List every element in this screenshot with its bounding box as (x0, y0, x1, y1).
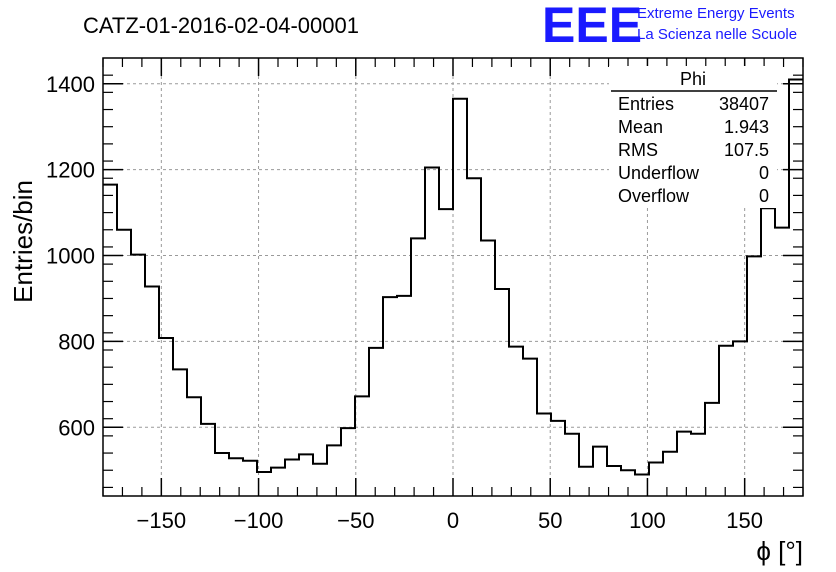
x-axis-title: ϕ [°] (756, 536, 803, 566)
y-tick-label: 1400 (46, 72, 95, 97)
stats-label: Overflow (618, 186, 690, 206)
x-tick-label: 100 (629, 508, 666, 533)
x-tick-label: −100 (234, 508, 284, 533)
logo-line-1: Extreme Energy Events (637, 5, 795, 22)
y-tick-label: 600 (58, 415, 95, 440)
eee-logo: EEE Extreme Energy Events La Scienza nel… (542, 0, 797, 53)
stats-rows: Entries 38407 Mean 1.943 RMS 107.5 Underflow 0 O… (618, 94, 769, 206)
y-tick-label: 1000 (46, 244, 95, 269)
tick-labels: −150 −100 −50 0 50 100 150 600 800 1000 1200 1400 (46, 72, 763, 533)
eee-logo-mark: EEE (542, 0, 642, 53)
stats-value: 38407 (719, 94, 769, 114)
x-tick-label: 150 (726, 508, 763, 533)
y-tick-label: 1200 (46, 158, 95, 183)
stats-box-background (609, 66, 777, 208)
y-tick-label: 800 (58, 329, 95, 354)
stats-box: Phi Entries 38407 Mean 1.943 RMS 107.5 Underfl… (609, 66, 777, 208)
chart-title: CATZ-01-2016-02-04-00001 (83, 13, 359, 38)
x-tick-label: 0 (447, 508, 459, 533)
stats-box-name: Phi (680, 69, 706, 89)
stats-label: Underflow (618, 163, 700, 183)
y-axis-title: Entries/bin (8, 180, 38, 303)
stats-label: RMS (618, 140, 658, 160)
stats-label: Mean (618, 117, 663, 137)
stats-label: Entries (618, 94, 674, 114)
stats-value: 0 (759, 186, 769, 206)
logo-line-2: La Scienza nelle Scuole (637, 26, 797, 43)
histogram-line (103, 78, 803, 476)
x-tick-label: −50 (337, 508, 374, 533)
stats-value: 0 (759, 163, 769, 183)
axis-ticks (102, 58, 804, 496)
stats-value: 107.5 (724, 140, 769, 160)
x-tick-label: 50 (538, 508, 562, 533)
x-tick-label: −150 (137, 508, 187, 533)
stats-value: 1.943 (724, 117, 769, 137)
